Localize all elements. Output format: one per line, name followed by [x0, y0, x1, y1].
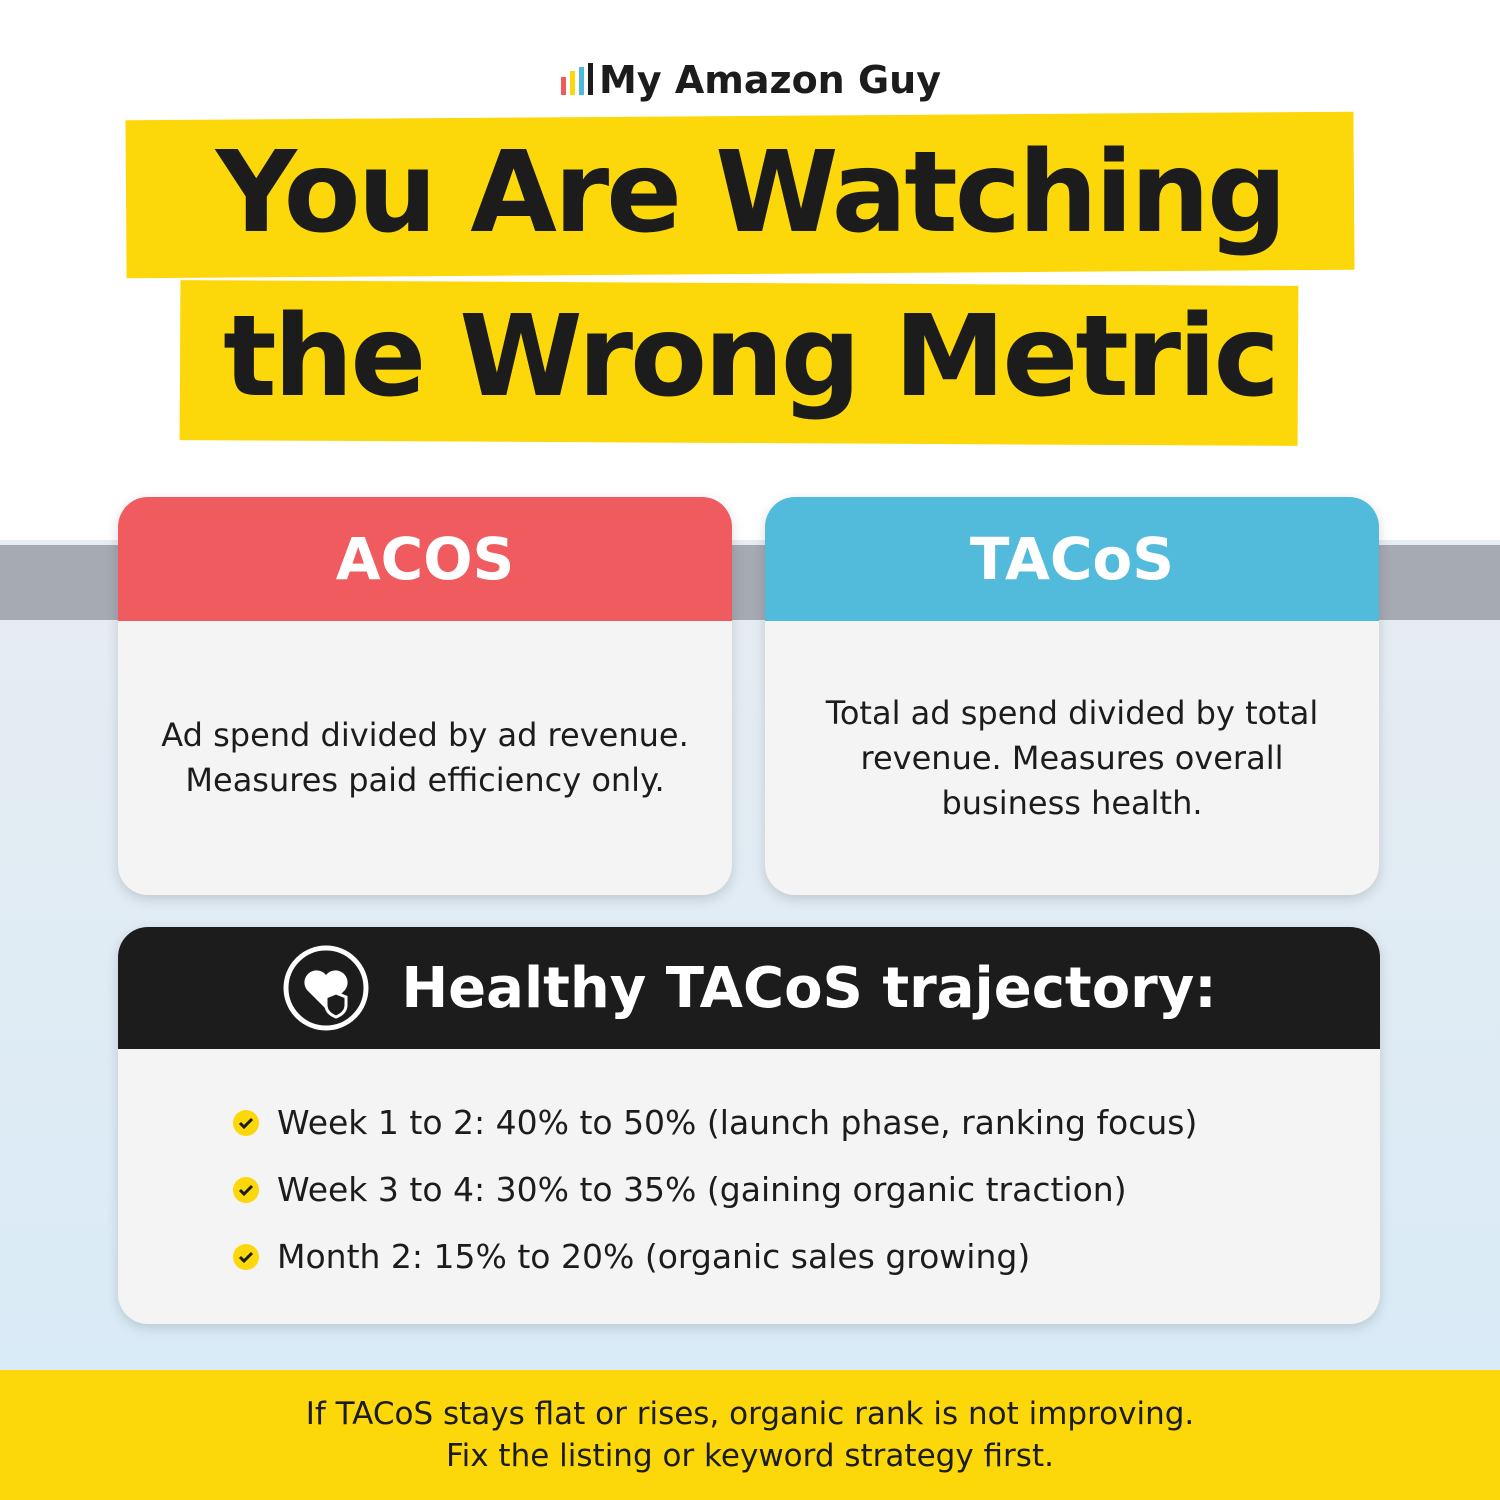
card: TACoS Total ad spend divided by total reve…	[765, 497, 1379, 895]
card-line-text: Ad spend divided by ad revenue.	[161, 716, 689, 754]
footer-line-text: Fix the listing or keyword strategy firs…	[446, 1438, 1054, 1474]
trajectory-list: Week 1 to 2: 40% to 50% (launch phase, r…	[118, 1049, 1380, 1290]
card-line: Ad spend divided by ad revenue.	[161, 713, 688, 758]
brand-name: My Amazon Guy	[599, 58, 941, 102]
check-icon	[233, 1176, 259, 1203]
card: ACOS Ad spend divided by ad revenue. Measu…	[118, 497, 732, 895]
card-line: business health.	[941, 781, 1202, 826]
footer-line: Fix the listing or keyword strategy firs…	[446, 1435, 1054, 1477]
trajectory-title: Healthy TACoS trajectory:	[401, 955, 1217, 1021]
footer-line-text: If TACoS stays flat or rises, organic ra…	[305, 1396, 1195, 1432]
heart-icon	[283, 945, 369, 1031]
card-line-text: revenue. Measures overall	[860, 738, 1284, 777]
card-body: Ad spend divided by ad revenue. Measures …	[118, 621, 732, 895]
card-line: Measures paid efficiency only.	[185, 758, 664, 803]
footer-line: If TACoS stays flat or rises, organic ra…	[306, 1393, 1195, 1435]
card-body: Total ad spend divided by total revenue. …	[765, 621, 1379, 895]
trajectory-item-text: Week 3 to 4: 30% to 35% (gaining organic…	[277, 1170, 1127, 1209]
trajectory-item: Week 3 to 4: 30% to 35% (gaining organic…	[233, 1156, 1380, 1223]
trajectory-item: Month 2: 15% to 20% (organic sales growi…	[233, 1223, 1380, 1290]
trajectory-item: Week 1 to 2: 40% to 50% (launch phase, r…	[233, 1089, 1380, 1156]
check-icon	[233, 1109, 259, 1136]
card-title: TACoS	[765, 497, 1379, 621]
logo	[561, 63, 593, 95]
trajectory-item-text: Week 1 to 2: 40% to 50% (launch phase, r…	[277, 1103, 1198, 1142]
brand: My Amazon Guy	[0, 58, 1500, 102]
trajectory-panel: Healthy TACoS trajectory: Week 1 to 2: 4…	[118, 927, 1380, 1324]
trajectory-header: Healthy TACoS trajectory:	[118, 927, 1380, 1049]
headline: the Wrong Metric	[223, 292, 1280, 422]
card-line-text: business health.	[941, 783, 1203, 822]
card-line: Total ad spend divided by total	[826, 691, 1319, 736]
card-title: ACOS	[118, 497, 732, 621]
card-line: revenue. Measures overall	[861, 736, 1284, 781]
headline: You Are Watching	[215, 128, 1287, 258]
card-line-text: Total ad spend divided by total	[825, 693, 1319, 732]
card-line-text: Measures paid efficiency only.	[185, 761, 665, 799]
check-icon	[233, 1243, 259, 1270]
trajectory-item-text: Month 2: 15% to 20% (organic sales growi…	[277, 1237, 1031, 1276]
footer: If TACoS stays flat or rises, organic ra…	[0, 1370, 1500, 1500]
